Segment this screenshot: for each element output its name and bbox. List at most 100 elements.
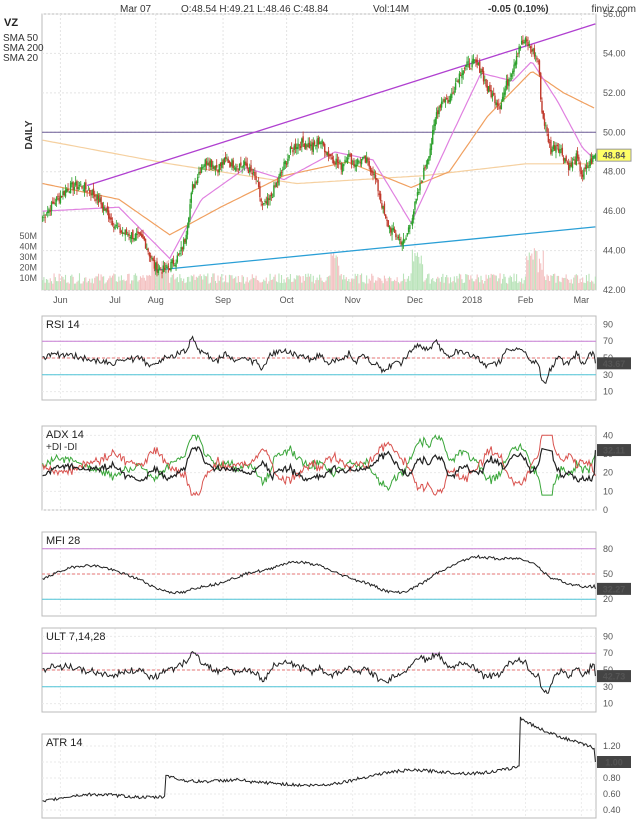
volume-bar: [50, 281, 53, 290]
volume-bar: [70, 275, 72, 290]
candle-body: [59, 195, 62, 204]
volume-bar: [273, 276, 275, 290]
volume-bar: [575, 274, 577, 290]
volume-bar: [114, 274, 116, 290]
mfi-y-tick: 80: [603, 544, 613, 554]
volume-bar: [541, 269, 543, 290]
volume-bar: [162, 267, 164, 290]
adx-line: [42, 446, 596, 483]
volume-bar: [542, 250, 544, 290]
volume-bar: [199, 274, 201, 290]
candle-body: [542, 110, 544, 119]
volume-bar: [461, 279, 463, 290]
candle-body: [81, 185, 83, 189]
candle-body: [88, 189, 91, 193]
candle-body: [62, 191, 64, 196]
candle-body: [121, 232, 124, 234]
candle-body: [503, 92, 505, 100]
candle-body: [561, 147, 564, 156]
volume-bar: [331, 255, 333, 290]
candle-body: [252, 172, 255, 173]
candle-body: [449, 95, 452, 102]
candle-body: [216, 164, 218, 168]
ult-title: ULT 7,14,28: [46, 631, 106, 643]
candle-body: [229, 162, 232, 167]
candle-body: [348, 153, 350, 158]
volume-bar: [397, 282, 399, 290]
candle-body: [251, 172, 253, 175]
volume-bar: [419, 263, 421, 290]
candle-body: [335, 158, 337, 165]
candle-body: [487, 86, 490, 93]
volume-bar: [185, 282, 187, 290]
candle-body: [423, 167, 425, 180]
volume-bar: [434, 282, 436, 290]
volume-bar: [122, 280, 124, 290]
volume-bar: [80, 283, 82, 290]
volume-bar: [66, 282, 68, 290]
candle-body: [562, 157, 565, 161]
month-label: 2018: [462, 295, 482, 305]
candle-body: [242, 165, 245, 167]
candle-body: [94, 194, 96, 197]
candle-body: [500, 103, 503, 110]
candle-body: [163, 267, 166, 270]
candle-body: [529, 46, 532, 49]
volume-bar: [333, 252, 335, 290]
candle-body: [590, 158, 593, 164]
volume-bar: [128, 273, 130, 290]
candle-body: [185, 234, 187, 244]
candle-body: [378, 193, 381, 195]
candle-body: [49, 210, 51, 212]
candle-body: [249, 167, 251, 173]
volume-bar: [475, 279, 477, 290]
candle-body: [60, 195, 63, 197]
candle-body: [228, 160, 231, 163]
volume-bar: [543, 276, 546, 290]
volume-bar: [482, 283, 485, 290]
volume-bar: [326, 276, 328, 290]
candle-body: [379, 193, 382, 201]
candle-body: [130, 232, 133, 240]
candle-body: [448, 99, 450, 102]
candle-body: [73, 187, 76, 190]
candle-body: [330, 154, 332, 157]
volume-bar: [524, 276, 527, 290]
volume-bar: [452, 280, 454, 290]
candle-body: [594, 154, 597, 159]
volume-bar: [76, 281, 78, 290]
candle-body: [273, 185, 275, 197]
candle-body: [393, 228, 396, 233]
candle-body: [303, 143, 306, 148]
rsi-y-tick: 70: [603, 336, 613, 346]
price-y-tick: 54.00: [603, 48, 626, 58]
candle-body: [270, 193, 273, 197]
candle-body: [63, 190, 65, 195]
volume-bar: [568, 279, 570, 290]
volume-bar: [207, 273, 209, 290]
volume-bar: [212, 273, 214, 290]
candle-body: [397, 236, 400, 239]
volume-bar: [184, 283, 186, 290]
candle-body: [420, 181, 422, 183]
volume-bar: [583, 282, 585, 290]
candle-body: [567, 162, 570, 171]
candle-body: [257, 182, 260, 187]
candle-body: [142, 234, 144, 239]
volume-bar: [557, 275, 560, 290]
candle-body: [334, 162, 336, 165]
volume-bar: [355, 275, 358, 290]
candle-body: [432, 130, 434, 145]
volume-tick: 50M: [19, 231, 37, 241]
candle-body: [481, 68, 483, 73]
volume-bar: [235, 276, 237, 290]
candle-body: [548, 142, 551, 143]
candle-body: [108, 210, 110, 219]
candle-body: [350, 153, 353, 165]
volume-bar: [444, 277, 446, 290]
atr-title: ATR 14: [46, 737, 82, 749]
volume-bar: [57, 281, 59, 290]
candle-body: [170, 261, 172, 271]
candle-body: [472, 58, 475, 64]
volume-bar: [169, 282, 171, 290]
